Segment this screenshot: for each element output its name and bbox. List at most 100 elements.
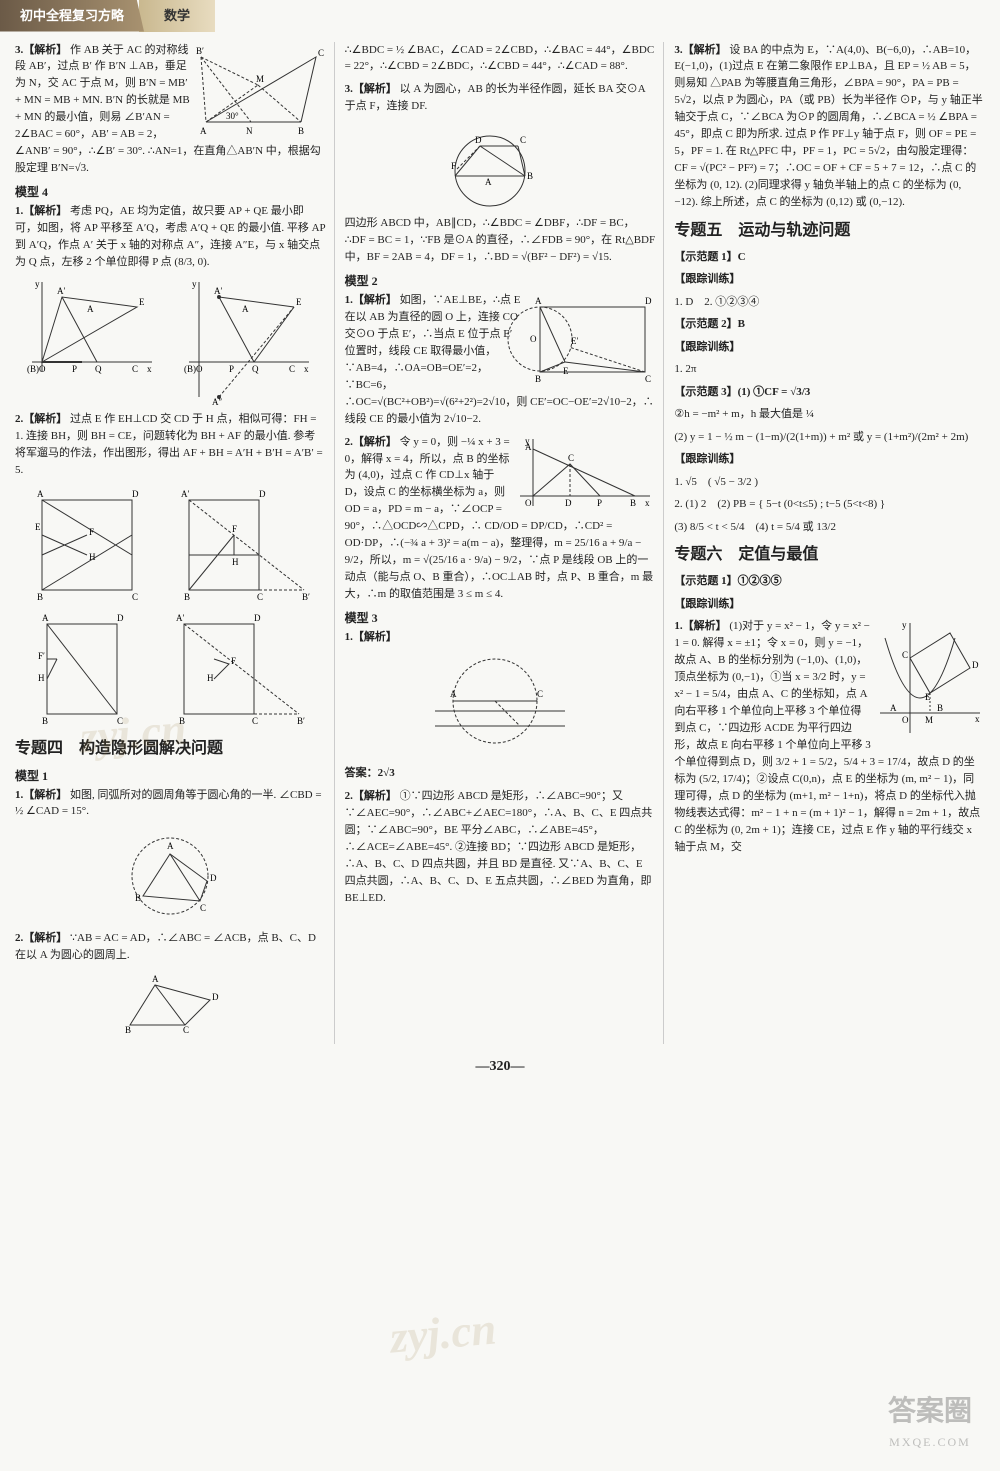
svg-text:E: E — [563, 366, 569, 376]
label: 3.【解析】 — [345, 83, 397, 95]
svg-text:M: M — [256, 74, 264, 84]
svg-text:B: B — [527, 171, 533, 181]
page-header: 初中全程复习方略 数学 — [0, 0, 1000, 32]
svg-text:x: x — [975, 714, 980, 724]
svg-text:F: F — [89, 527, 94, 537]
c2-top: ∴∠BDC = ½ ∠BAC，∠CAD = 2∠CBD，∴∠BAC = 44°，… — [345, 42, 656, 76]
svg-text:E: E — [139, 297, 145, 307]
column-2: ∴∠BDC = ½ ∠BAC，∠CAD = 2∠CBD，∴∠BAC = 44°，… — [345, 42, 665, 1045]
svg-text:D: D — [259, 489, 266, 499]
c1-m4-problem-1: 1.【解析】 考虑 PQ，AE 均为定值，故只要 AP + QE 最小即可，如图… — [15, 203, 326, 271]
svg-text:A: A — [167, 841, 174, 851]
svg-text:D: D — [972, 660, 979, 670]
svg-text:E: E — [925, 692, 931, 702]
fig-triangle-30: A B C M N B′ 30° — [196, 42, 326, 137]
t5-follow2-label: 【跟踪训练】 — [674, 339, 985, 356]
content-columns: A B C M N B′ 30° 3.【解析】 作 AB 关于 AC 的对称线段… — [0, 42, 1000, 1045]
c1-problem-3: A B C M N B′ 30° 3.【解析】 作 AB 关于 AC 的对称线段… — [15, 42, 326, 178]
corner-badge: 答案圈 MXQE.COM — [880, 1391, 980, 1451]
svg-text:C: C — [200, 903, 206, 913]
svg-text:C: C — [132, 592, 138, 602]
c2-m2-problem-2: y A C O D P B x 2.【解析】 令 y = 0，则 −¼ x + … — [345, 434, 656, 603]
fig-axes-pair: y A′ A E (B)O P Q C x — [15, 277, 326, 407]
t5-follow-label: 【跟踪训练】 — [674, 271, 985, 288]
svg-text:F: F — [451, 161, 456, 171]
svg-text:x: x — [304, 364, 309, 374]
svg-text:B: B — [535, 374, 541, 384]
t5-follow2: 1. 2π — [674, 361, 985, 378]
svg-text:Q: Q — [95, 364, 102, 374]
svg-text:C: C — [520, 135, 526, 145]
fig-tri-abcd: A B C D — [115, 970, 225, 1040]
fig-rects-pair: AD EF H BC A′D FH BC B′ — [15, 485, 326, 605]
svg-text:C: C — [132, 364, 138, 374]
corner-main: 答案圈 — [880, 1391, 980, 1433]
svg-text:D: D — [645, 296, 652, 306]
c2-model2-label: 模型 2 — [345, 272, 656, 290]
svg-text:C: C — [117, 716, 123, 726]
label: 2.【解析】 — [345, 436, 397, 448]
svg-text:C: C — [568, 453, 574, 463]
c3-problem-3: 3.【解析】 设 BA 的中点为 E，∵A(4,0)、B(−6,0)，∴AB=1… — [674, 42, 985, 211]
svg-text:O: O — [525, 498, 532, 508]
t5-follow3-3: (3) 8/5 < t < 5/4 (4) t = 5/4 或 13/2 — [674, 519, 985, 536]
label: 2.【解析】 — [345, 790, 397, 802]
svg-text:C: C — [537, 689, 543, 699]
t5-demo2: 【示范题 2】B — [674, 316, 985, 333]
fig-dashed-circle: A C — [425, 651, 575, 761]
svg-text:D: D — [210, 873, 217, 883]
svg-text:C: C — [289, 364, 295, 374]
svg-text:M: M — [925, 715, 933, 725]
svg-text:A: A — [535, 296, 542, 306]
topic-5-title: 专题五 运动与轨迹问题 — [674, 219, 985, 243]
svg-text:y: y — [902, 620, 907, 630]
text: 【示范题 3】(1) ①CF = √3/3 — [674, 386, 810, 398]
svg-text:A: A — [242, 304, 249, 314]
corner-sub: MXQE.COM — [880, 1433, 980, 1451]
svg-text:F: F — [232, 524, 237, 534]
svg-text:H: H — [89, 552, 96, 562]
svg-text:y: y — [192, 279, 197, 289]
c2-m2-problem-1: AD BC EE′ O 1.【解析】 如图，∵AE⊥BE，∴点 E 在以 AB … — [345, 292, 656, 428]
fig-circle-f: F A B C D — [435, 121, 565, 211]
text: 四边形 ABCD 中，AB∥CD，∴∠BDC = ∠DBF，∴DF = BC，∴… — [345, 217, 655, 263]
t5-follow3-1: 1. √5 ( √5 − 3/2 ) — [674, 474, 985, 491]
c2-p3-cont: 四边形 ABCD 中，AB∥CD，∴∠BDC = ∠DBF，∴DF = BC，∴… — [345, 215, 656, 266]
c1-m4-problem-2: 2.【解析】 过点 E 作 EH⊥CD 交 CD 于 H 点，相似可得：FH =… — [15, 411, 326, 479]
svg-text:C: C — [902, 650, 908, 660]
svg-text:A″: A″ — [212, 397, 222, 407]
t5-follow: 1. D 2. ①②③④ — [674, 294, 985, 311]
label: 3.【解析】 — [674, 44, 726, 56]
label: 1.【解析】 — [15, 789, 67, 801]
svg-text:C: C — [257, 592, 263, 602]
svg-text:O: O — [902, 715, 909, 725]
model4-label: 模型 4 — [15, 183, 326, 201]
svg-text:B: B — [630, 498, 636, 508]
angle-label: 30° — [226, 111, 239, 121]
svg-text:C: C — [318, 48, 324, 58]
svg-text:F: F — [231, 656, 236, 666]
svg-text:B′: B′ — [196, 46, 204, 56]
svg-text:B: B — [298, 126, 304, 136]
svg-text:C: C — [645, 374, 651, 384]
header-subject: 数学 — [139, 0, 215, 32]
svg-text:Q: Q — [252, 364, 259, 374]
label: 2.【解析】 — [15, 413, 67, 425]
svg-text:B: B — [37, 592, 43, 602]
svg-text:B′: B′ — [297, 716, 305, 726]
svg-text:H: H — [38, 673, 45, 683]
c2-problem-3: 3.【解析】 以 A 为圆心，AB 的长为半径作圆，延长 BA 交⊙A 于点 F… — [345, 81, 656, 115]
t5-demo3-2: ②h = −m² + m，h 最大值是 ¼ — [674, 406, 985, 423]
svg-text:B′: B′ — [302, 592, 310, 602]
svg-text:A′: A′ — [57, 286, 65, 296]
svg-text:D: D — [475, 135, 482, 145]
svg-text:A: A — [37, 489, 44, 499]
t4-model1-label: 模型 1 — [15, 767, 326, 785]
column-1: A B C M N B′ 30° 3.【解析】 作 AB 关于 AC 的对称线段… — [15, 42, 335, 1045]
svg-text:B: B — [135, 893, 141, 903]
svg-text:H: H — [232, 557, 239, 567]
t5-follow3-label: 【跟踪训练】 — [674, 451, 985, 468]
label: 1.【解析】 — [345, 294, 397, 306]
svg-text:A: A — [200, 126, 207, 136]
svg-text:A: A — [485, 177, 492, 187]
